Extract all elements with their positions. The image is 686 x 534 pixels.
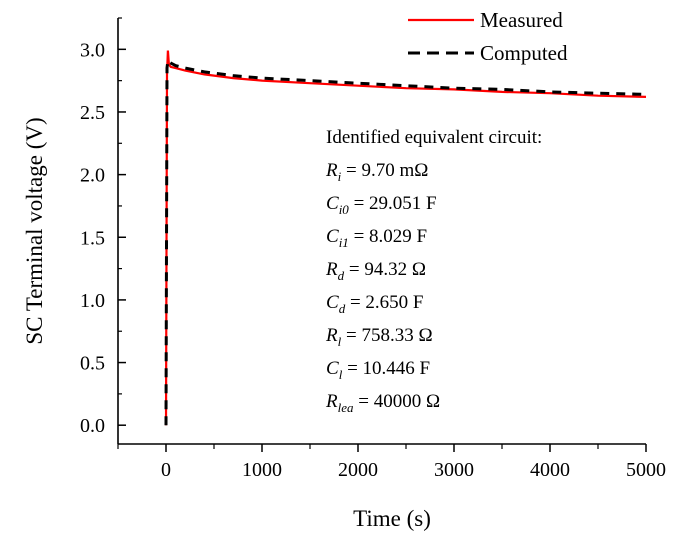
series-layer — [164, 50, 647, 426]
y-tick-label: 1.0 — [80, 290, 105, 312]
series-line-computed — [164, 56, 647, 426]
x-tick-label: 0 — [161, 459, 171, 481]
y-tick-label: 3.0 — [80, 39, 105, 61]
parameter-annotation: Identified equivalent circuit: Ri = 9.70 … — [325, 127, 542, 415]
parameter-Rl: Rl = 758.33 Ω — [325, 325, 433, 349]
y-tick-label: 2.0 — [80, 165, 105, 187]
legend-label-measured: Measured — [480, 8, 563, 32]
y-tick-label: 1.5 — [80, 227, 105, 249]
y-tick-label: 0.0 — [80, 415, 105, 437]
parameter-Rd: Rd = 94.32 Ω — [325, 259, 426, 283]
parameter-Rlea: Rlea = 40000 Ω — [325, 391, 440, 415]
axes: 0.0 0.5 1.0 1.5 2.0 2.5 3.0 0 1000 2000 3000 4000 50… — [80, 17, 666, 481]
parameter-Ci0: Ci0 = 29.051 F — [326, 193, 437, 217]
y-tick-label: 2.5 — [80, 102, 105, 124]
legend-label-computed: Computed — [480, 41, 568, 65]
parameter-Cl: Cl = 10.446 F — [326, 358, 430, 382]
parameter-Ci1: Ci1 = 8.029 F — [326, 226, 427, 250]
annotation-heading: Identified equivalent circuit: — [326, 127, 542, 148]
x-tick-label: 5000 — [626, 459, 666, 481]
series-line-measured — [164, 50, 647, 426]
x-tick-label: 2000 — [338, 459, 378, 481]
y-axis-title: SC Terminal voltage (V) — [22, 117, 47, 344]
x-tick-label: 1000 — [242, 459, 282, 481]
y-tick-label: 0.5 — [80, 353, 105, 375]
x-tick-label: 4000 — [530, 459, 570, 481]
parameter-Cd: Cd = 2.650 F — [326, 292, 423, 316]
legend: Measured Computed — [408, 8, 568, 65]
x-axis-title: Time (s) — [353, 506, 431, 531]
parameter-Ri: Ri = 9.70 mΩ — [325, 160, 428, 184]
x-tick-label: 3000 — [434, 459, 474, 481]
